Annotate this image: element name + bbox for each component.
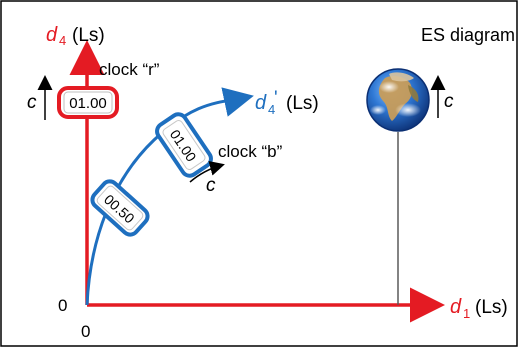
d4-axis-symbol: d: [46, 24, 58, 46]
d4-prime-symbol: d: [255, 92, 267, 114]
d1-axis-symbol: d: [450, 296, 462, 318]
clock-b-lower: 00.50: [90, 179, 150, 237]
d4-prime-worldline: [85, 87, 254, 306]
clock-b-label: clock “b”: [218, 142, 283, 161]
d4-axis-subscript: 4: [59, 33, 66, 48]
earth-speed-label: c: [444, 91, 454, 112]
origin-x-label: 0: [81, 322, 90, 341]
clock-r-time: 01.00: [69, 95, 107, 112]
earth-land-arabia: [408, 85, 419, 102]
earth-outline: [366, 68, 430, 132]
d1-axis-subscript: 1: [463, 306, 470, 321]
earth-land-europe: [389, 72, 414, 82]
clock-b-upper-display: [162, 120, 206, 170]
earth-cloud-2: [395, 103, 421, 117]
clock-b-upper: 01.00: [155, 112, 213, 178]
earth-cloud-1: [379, 81, 399, 93]
origin-y-label: 0: [58, 296, 67, 315]
diagram-title: ES diagram: [421, 25, 515, 45]
clock-r-label: clock “r”: [99, 60, 160, 79]
clock-r: 01.00: [57, 86, 119, 119]
d4-prime-subscript: 4: [268, 102, 275, 117]
clock-r-speed-label: c: [27, 92, 37, 113]
clock-b-speed-arrow: [189, 160, 225, 183]
clock-r-display: [63, 91, 113, 114]
d4-prime-mark: ': [274, 88, 278, 109]
earth-cloud-3: [370, 105, 386, 115]
d4-prime-unit: (Ls): [286, 93, 319, 114]
d1-axis-unit: (Ls): [475, 297, 508, 318]
earth-icon: [366, 68, 430, 132]
clock-b-speed-label: c: [206, 175, 216, 196]
d4-axis-unit: (Ls): [72, 25, 105, 46]
clock-b-lower-display: [96, 185, 144, 231]
